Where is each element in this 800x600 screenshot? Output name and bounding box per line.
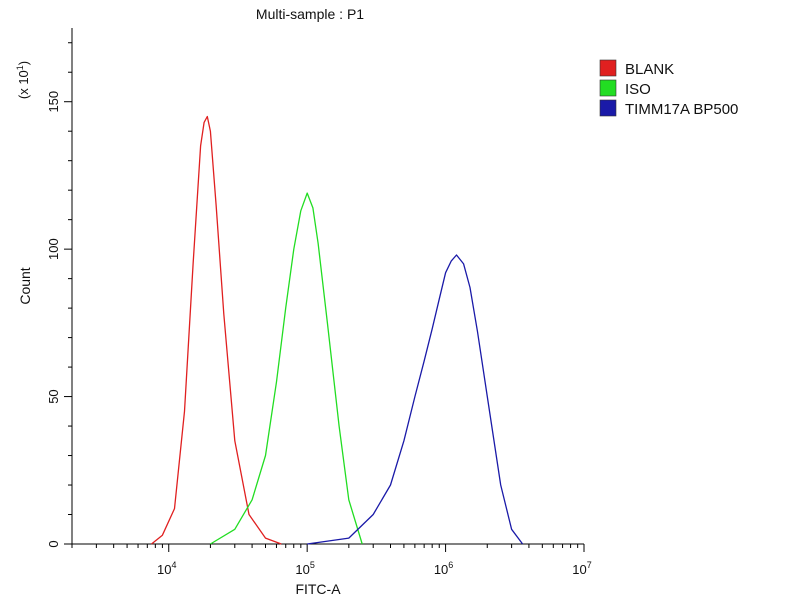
legend-swatch (599, 59, 617, 77)
plot-frame (71, 28, 584, 545)
x-axis-label: FITC-A (295, 581, 341, 597)
y-axis-label: Count (17, 267, 33, 304)
series-line-1 (151, 115, 282, 545)
x-tick-label: 106 (434, 560, 453, 577)
x-tick-label: 105 (295, 560, 314, 577)
legend-swatch (599, 99, 617, 117)
y-multiplier-prefix: (x 10 (16, 70, 31, 99)
svg-text:(x 101): (x 101) (15, 61, 31, 99)
series-layer (151, 115, 524, 545)
y-axis-ticks: 0 50 100 150 (46, 42, 72, 548)
series-line-3 (307, 254, 524, 545)
y-multiplier-label: (x 101) (15, 61, 31, 99)
y-tick-label: 150 (46, 91, 61, 113)
legend-label: BLANK (625, 61, 674, 78)
x-axis-ticks: 104 105 106 107 (71, 544, 592, 577)
x-tick-label: 107 (572, 560, 591, 577)
y-multiplier-suffix: ) (16, 61, 31, 65)
y-tick-label: 50 (46, 389, 61, 403)
y-tick-label: 100 (46, 238, 61, 260)
series-line-2 (210, 192, 363, 545)
y-tick-label: 0 (46, 540, 61, 547)
chart-title: Multi-sample : P1 (256, 6, 364, 22)
legend-label: ISO (625, 81, 651, 98)
legend-swatch (599, 79, 617, 97)
legend-label: TIMM17A BP500 (625, 101, 738, 118)
legend: BLANK ISO TIMM17A BP500 (599, 59, 738, 118)
y-multiplier-exponent: 1 (15, 65, 25, 70)
x-tick-label: 104 (157, 560, 176, 577)
